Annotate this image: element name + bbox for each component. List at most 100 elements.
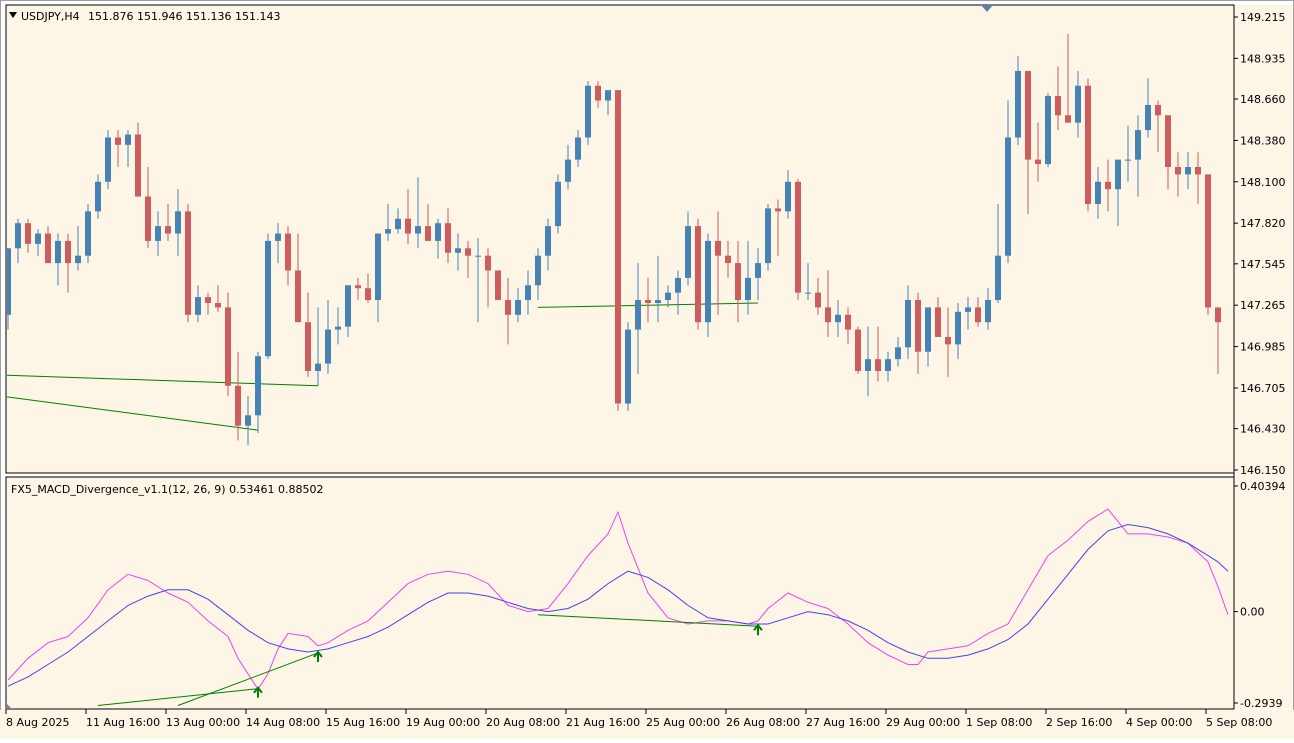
bull-candle [925,307,931,352]
bear-candle [645,300,651,303]
chart-shift-marker-icon[interactable] [981,5,993,12]
bull-candle [755,263,761,278]
bear-candle [845,314,851,330]
bull-candle [385,229,391,234]
bull-candle [535,255,541,286]
bear-candle [735,263,741,301]
time-tick-label: 2 Sep 16:00 [1046,716,1112,729]
bull-candle [55,240,61,264]
time-tick-label: 27 Aug 16:00 [806,716,880,729]
time-tick-label: 19 Aug 00:00 [406,716,480,729]
bear-candle [115,137,121,145]
bull-candle [275,233,281,241]
bear-candle [145,196,151,241]
time-tick-label: 8 Aug 2025 [6,716,69,729]
bear-candle [285,233,291,271]
bear-candle [235,385,241,426]
bull-candle [625,329,631,404]
bear-candle [445,223,451,253]
bull-candle [1135,130,1141,160]
time-tick-label: 20 Aug 08:00 [486,716,560,729]
bear-candle [915,300,921,352]
bull-candle [245,415,251,426]
bear-candle [405,218,411,234]
price-tick-label: 148.935 [1240,52,1286,65]
bull-candle [525,285,531,301]
bull-candle [95,181,101,212]
bull-candle [685,226,691,278]
time-tick-label: 25 Aug 00:00 [646,716,720,729]
bull-candle [335,326,341,330]
bear-candle [425,226,431,241]
bull-candle [515,300,521,315]
bull-candle [995,255,1001,301]
bull-candle [555,181,561,227]
bull-candle [865,359,871,371]
scroll-corner-icon [6,703,12,709]
bear-candle [485,255,491,271]
bull-candle [965,307,971,312]
price-tick-label: 149.215 [1240,11,1286,24]
bull-candle [325,329,331,364]
bull-candle [195,297,201,315]
bear-candle [1085,85,1091,204]
indicator-tick-label: 0.40394 [1240,480,1286,493]
bull-candle [85,211,91,256]
macd-line [7,508,1229,691]
price-tick-label: 146.150 [1240,464,1286,477]
bull-candle [955,311,961,345]
bear-candle [65,240,71,264]
bull-candle [35,233,41,244]
bear-candle [775,208,781,212]
bear-candle [1205,174,1211,308]
price-scale-background [1235,5,1293,709]
bull-candle [1115,159,1121,190]
bull-candle [745,277,751,301]
time-scale-background [0,710,1294,739]
bull-candle [985,300,991,323]
bear-candle [465,248,471,256]
bull-candle [175,211,181,234]
bull-candle [835,314,841,323]
bear-candle [595,85,601,101]
collapse-triangle-icon[interactable] [9,12,17,18]
bear-candle [495,270,501,301]
bear-candle [1165,115,1171,168]
bear-candle [615,90,621,404]
bear-candle [875,359,881,371]
indicator-title: FX5_MACD_Divergence_v1.1(12, 26, 9) 0.53… [11,483,324,496]
bull-candle [75,255,81,264]
price-tick-label: 148.660 [1240,93,1286,106]
indicator-pane-background[interactable] [5,476,1235,710]
bear-candle [25,223,31,244]
price-divergence-line [7,396,259,431]
bull-candle [1015,70,1021,138]
price-tick-label: 146.705 [1240,382,1286,395]
bull-candle [565,159,571,182]
bull-candle [1045,96,1051,165]
price-tick-label: 148.100 [1240,176,1286,189]
bull-candle [665,292,671,301]
indicator-tick-label: -0.2939 [1240,697,1282,710]
time-tick-label: 26 Aug 08:00 [726,716,800,729]
candlestick-series [7,33,1221,445]
bear-candle [215,302,221,308]
bull-candle [345,285,351,327]
bull-candle [1075,85,1081,123]
bear-candle [695,226,701,323]
bear-candle [1215,307,1221,323]
bear-candle [1055,96,1061,116]
bull-candle [1185,167,1191,175]
bull-candle [15,223,21,249]
bull-candle [1125,159,1131,161]
bull-candle [255,356,261,416]
bull-candle [705,240,711,323]
bear-candle [825,307,831,323]
bear-candle [1155,104,1161,116]
indicator-tick-label: 0.00 [1240,606,1265,619]
bull-candle [585,85,591,138]
bear-candle [225,307,231,386]
bull-candle [885,359,891,371]
